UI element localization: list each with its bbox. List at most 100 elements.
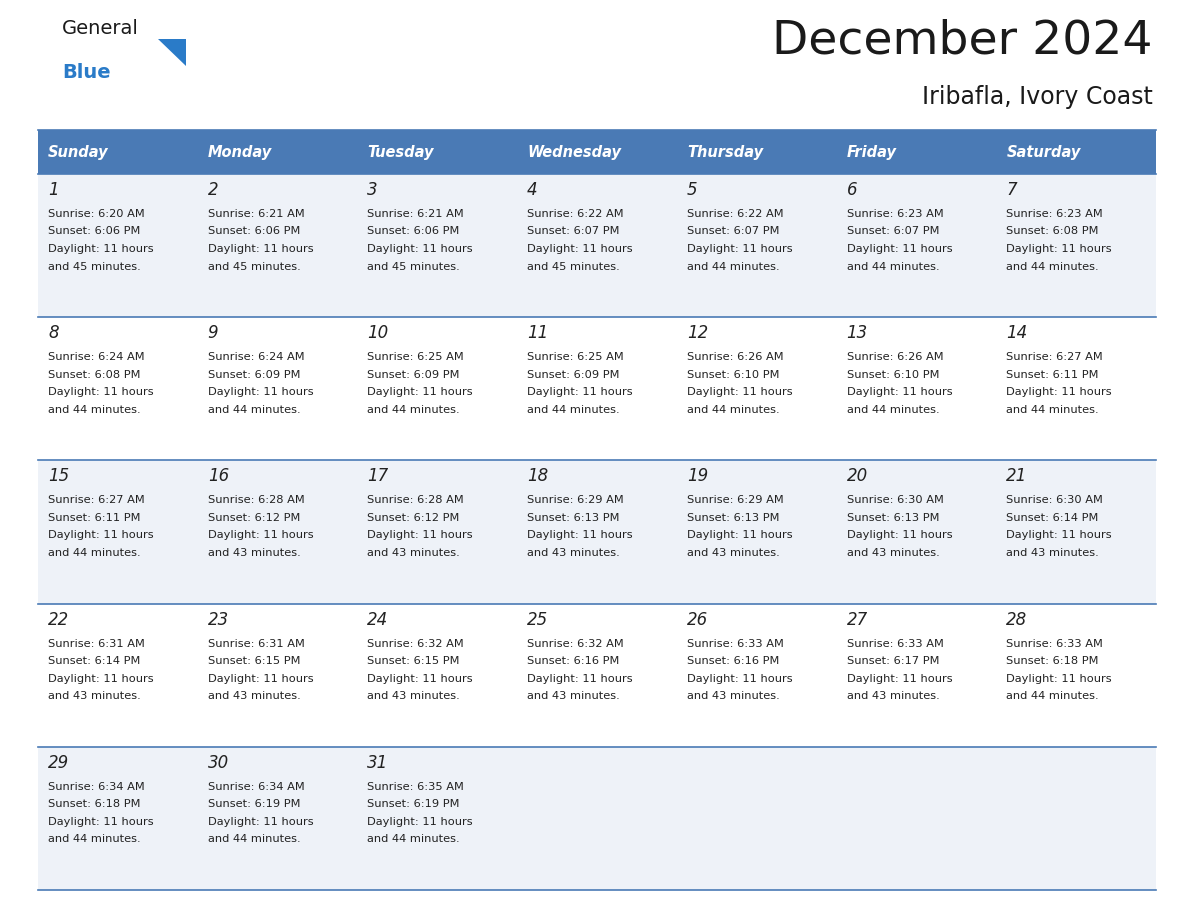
Text: Sunrise: 6:26 AM: Sunrise: 6:26 AM xyxy=(687,353,783,363)
Text: Daylight: 11 hours: Daylight: 11 hours xyxy=(367,387,473,397)
Text: Sunset: 6:13 PM: Sunset: 6:13 PM xyxy=(847,513,939,523)
Text: Sunset: 6:15 PM: Sunset: 6:15 PM xyxy=(367,656,460,666)
Text: Sunset: 6:17 PM: Sunset: 6:17 PM xyxy=(847,656,939,666)
Text: Sunrise: 6:30 AM: Sunrise: 6:30 AM xyxy=(847,496,943,506)
Text: Sunset: 6:14 PM: Sunset: 6:14 PM xyxy=(48,656,140,666)
Text: and 44 minutes.: and 44 minutes. xyxy=(527,405,620,415)
Text: 18: 18 xyxy=(527,467,549,486)
Text: Sunrise: 6:22 AM: Sunrise: 6:22 AM xyxy=(527,209,624,219)
Text: 16: 16 xyxy=(208,467,229,486)
Text: 11: 11 xyxy=(527,324,549,342)
Text: Tuesday: Tuesday xyxy=(367,144,434,160)
Text: December 2024: December 2024 xyxy=(772,18,1154,63)
Text: Sunset: 6:10 PM: Sunset: 6:10 PM xyxy=(687,370,779,380)
Text: Iribafla, Ivory Coast: Iribafla, Ivory Coast xyxy=(922,85,1154,109)
Bar xyxy=(836,130,997,174)
Text: Sunrise: 6:21 AM: Sunrise: 6:21 AM xyxy=(208,209,304,219)
Text: Sunrise: 6:32 AM: Sunrise: 6:32 AM xyxy=(527,639,624,649)
Bar xyxy=(38,461,1156,604)
Text: Monday: Monday xyxy=(208,144,272,160)
Text: and 45 minutes.: and 45 minutes. xyxy=(527,262,620,272)
Text: and 44 minutes.: and 44 minutes. xyxy=(847,262,940,272)
Bar xyxy=(197,130,358,174)
Text: Friday: Friday xyxy=(847,144,897,160)
Text: Sunset: 6:14 PM: Sunset: 6:14 PM xyxy=(1006,513,1099,523)
Text: Blue: Blue xyxy=(62,63,110,82)
Bar xyxy=(38,747,1156,890)
Text: Sunrise: 6:29 AM: Sunrise: 6:29 AM xyxy=(687,496,784,506)
Bar xyxy=(517,130,677,174)
Text: 1: 1 xyxy=(48,181,58,199)
Text: Daylight: 11 hours: Daylight: 11 hours xyxy=(367,531,473,541)
Text: Sunset: 6:06 PM: Sunset: 6:06 PM xyxy=(367,227,460,237)
Text: Daylight: 11 hours: Daylight: 11 hours xyxy=(527,244,633,254)
Text: and 44 minutes.: and 44 minutes. xyxy=(48,834,140,845)
Text: Sunset: 6:18 PM: Sunset: 6:18 PM xyxy=(1006,656,1099,666)
Text: Daylight: 11 hours: Daylight: 11 hours xyxy=(208,244,314,254)
Text: 20: 20 xyxy=(847,467,867,486)
Text: 10: 10 xyxy=(367,324,388,342)
Text: Sunrise: 6:28 AM: Sunrise: 6:28 AM xyxy=(367,496,465,506)
Text: 19: 19 xyxy=(687,467,708,486)
Text: and 44 minutes.: and 44 minutes. xyxy=(687,262,779,272)
Text: 6: 6 xyxy=(847,181,858,199)
Text: 7: 7 xyxy=(1006,181,1017,199)
Text: 14: 14 xyxy=(1006,324,1028,342)
Text: Sunrise: 6:27 AM: Sunrise: 6:27 AM xyxy=(48,496,145,506)
Text: and 45 minutes.: and 45 minutes. xyxy=(208,262,301,272)
Text: 24: 24 xyxy=(367,610,388,629)
Text: Sunrise: 6:25 AM: Sunrise: 6:25 AM xyxy=(527,353,624,363)
Text: Sunset: 6:06 PM: Sunset: 6:06 PM xyxy=(208,227,301,237)
Text: Daylight: 11 hours: Daylight: 11 hours xyxy=(1006,531,1112,541)
Text: and 43 minutes.: and 43 minutes. xyxy=(367,548,460,558)
Text: Daylight: 11 hours: Daylight: 11 hours xyxy=(208,817,314,827)
Text: Sunset: 6:11 PM: Sunset: 6:11 PM xyxy=(48,513,140,523)
Text: Sunset: 6:09 PM: Sunset: 6:09 PM xyxy=(367,370,460,380)
Text: Sunrise: 6:27 AM: Sunrise: 6:27 AM xyxy=(1006,353,1102,363)
Text: Daylight: 11 hours: Daylight: 11 hours xyxy=(687,387,792,397)
Text: Sunset: 6:07 PM: Sunset: 6:07 PM xyxy=(687,227,779,237)
Text: Sunset: 6:08 PM: Sunset: 6:08 PM xyxy=(1006,227,1099,237)
Text: Sunset: 6:09 PM: Sunset: 6:09 PM xyxy=(527,370,620,380)
Text: Daylight: 11 hours: Daylight: 11 hours xyxy=(847,531,953,541)
Text: 4: 4 xyxy=(527,181,538,199)
Text: and 44 minutes.: and 44 minutes. xyxy=(1006,691,1099,701)
Text: Sunrise: 6:22 AM: Sunrise: 6:22 AM xyxy=(687,209,783,219)
Text: Sunrise: 6:30 AM: Sunrise: 6:30 AM xyxy=(1006,496,1104,506)
Text: Sunset: 6:16 PM: Sunset: 6:16 PM xyxy=(527,656,619,666)
Text: and 43 minutes.: and 43 minutes. xyxy=(527,691,620,701)
Text: Thursday: Thursday xyxy=(687,144,763,160)
Text: Sunrise: 6:20 AM: Sunrise: 6:20 AM xyxy=(48,209,145,219)
Text: Sunset: 6:07 PM: Sunset: 6:07 PM xyxy=(847,227,939,237)
Text: 13: 13 xyxy=(847,324,867,342)
Text: Sunrise: 6:34 AM: Sunrise: 6:34 AM xyxy=(48,782,145,792)
Text: Sunrise: 6:23 AM: Sunrise: 6:23 AM xyxy=(847,209,943,219)
Text: 27: 27 xyxy=(847,610,867,629)
Bar xyxy=(38,130,197,174)
Text: 8: 8 xyxy=(48,324,58,342)
Text: and 43 minutes.: and 43 minutes. xyxy=(1006,548,1099,558)
Text: and 43 minutes.: and 43 minutes. xyxy=(208,548,301,558)
Text: Sunrise: 6:33 AM: Sunrise: 6:33 AM xyxy=(1006,639,1104,649)
Text: Sunset: 6:12 PM: Sunset: 6:12 PM xyxy=(208,513,301,523)
Text: Daylight: 11 hours: Daylight: 11 hours xyxy=(1006,387,1112,397)
Text: Sunrise: 6:25 AM: Sunrise: 6:25 AM xyxy=(367,353,465,363)
Text: 25: 25 xyxy=(527,610,549,629)
Text: and 43 minutes.: and 43 minutes. xyxy=(527,548,620,558)
Text: and 43 minutes.: and 43 minutes. xyxy=(48,691,140,701)
Text: and 45 minutes.: and 45 minutes. xyxy=(367,262,460,272)
Bar xyxy=(38,604,1156,747)
Text: Daylight: 11 hours: Daylight: 11 hours xyxy=(48,244,153,254)
Text: Sunrise: 6:35 AM: Sunrise: 6:35 AM xyxy=(367,782,465,792)
Text: 9: 9 xyxy=(208,324,219,342)
Text: and 44 minutes.: and 44 minutes. xyxy=(1006,405,1099,415)
Text: Daylight: 11 hours: Daylight: 11 hours xyxy=(208,387,314,397)
Text: 12: 12 xyxy=(687,324,708,342)
Text: and 44 minutes.: and 44 minutes. xyxy=(208,834,301,845)
Text: Daylight: 11 hours: Daylight: 11 hours xyxy=(48,674,153,684)
Text: 22: 22 xyxy=(48,610,69,629)
Text: 29: 29 xyxy=(48,754,69,772)
Text: 21: 21 xyxy=(1006,467,1028,486)
Text: and 43 minutes.: and 43 minutes. xyxy=(687,548,779,558)
Polygon shape xyxy=(158,39,187,66)
